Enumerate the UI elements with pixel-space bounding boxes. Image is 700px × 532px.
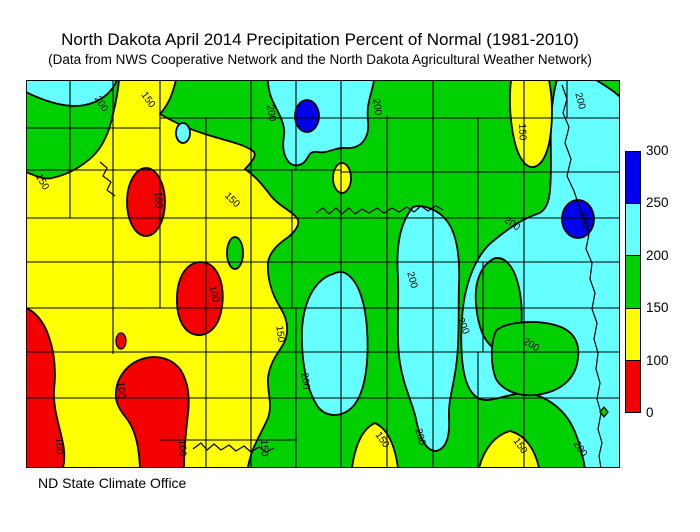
missouri-river-boundary-center (315, 205, 444, 215)
legend-tick-100: 100 (646, 353, 669, 368)
legend-segment-200-250 (626, 204, 640, 257)
legend-tick-250: 250 (646, 195, 669, 210)
colorbar-legend: 300 250 200 150 100 0 (625, 143, 669, 420)
credit-text: ND State Climate Office (38, 475, 187, 491)
contour-label: 200 (404, 271, 419, 290)
page-title: North Dakota April 2014 Precipitation Pe… (61, 30, 579, 49)
yellow-blob-northeast (509, 80, 553, 168)
county-boundaries (26, 80, 620, 468)
contour-label: 100 (115, 381, 127, 399)
contour-label: 150 (516, 123, 528, 140)
green-block-east (490, 321, 580, 397)
contour-label: 200 (412, 428, 427, 447)
colorbar (625, 151, 641, 413)
legend-segment-100-150 (626, 308, 640, 361)
contour-label: 250 (576, 211, 591, 230)
legend-segment-150-200 (626, 256, 640, 309)
river-jag-northwest (99, 161, 116, 197)
cyan-lobe-south-central (300, 271, 369, 416)
contour-label: 100 (176, 439, 188, 457)
cyan-oval-small-northwest (175, 122, 191, 144)
contour-label: 150 (273, 325, 286, 343)
cyan-region-north-center (267, 80, 375, 167)
legend-segment-250-300 (626, 152, 640, 205)
yellow-region-west (26, 80, 300, 468)
blue-region-north-center (294, 99, 320, 133)
legend-segment-0-100 (626, 360, 640, 413)
contour-label: 150 (258, 439, 270, 457)
cyan-column-central (396, 205, 461, 452)
red-dot-small (115, 332, 127, 350)
contour-label: 200 (264, 104, 278, 123)
legend-tick-0: 0 (646, 405, 654, 420)
contour-label: 100 (152, 191, 164, 208)
red-region-west-border (26, 307, 66, 468)
green-oval-central (226, 236, 244, 270)
contour-label: 200 (572, 92, 587, 111)
legend-tick-150: 150 (646, 300, 669, 315)
yellow-oval-center (332, 162, 352, 194)
green-diamond-east (599, 406, 609, 418)
legend-tick-200: 200 (646, 248, 669, 263)
legend-tick-300: 300 (646, 143, 669, 158)
page-subtitle: (Data from NWS Cooperative Network and t… (48, 52, 592, 67)
contour-label: 100 (206, 285, 221, 304)
red-river-boundary (561, 84, 603, 468)
contour-label: 200 (298, 372, 311, 390)
missouri-river-boundary-south (192, 442, 275, 453)
red-region-westcentral-north (126, 167, 166, 237)
contour-label: 200 (370, 98, 383, 116)
contour-label: 100 (53, 437, 65, 455)
blue-region-east (561, 199, 595, 239)
red-region-central (176, 261, 224, 336)
